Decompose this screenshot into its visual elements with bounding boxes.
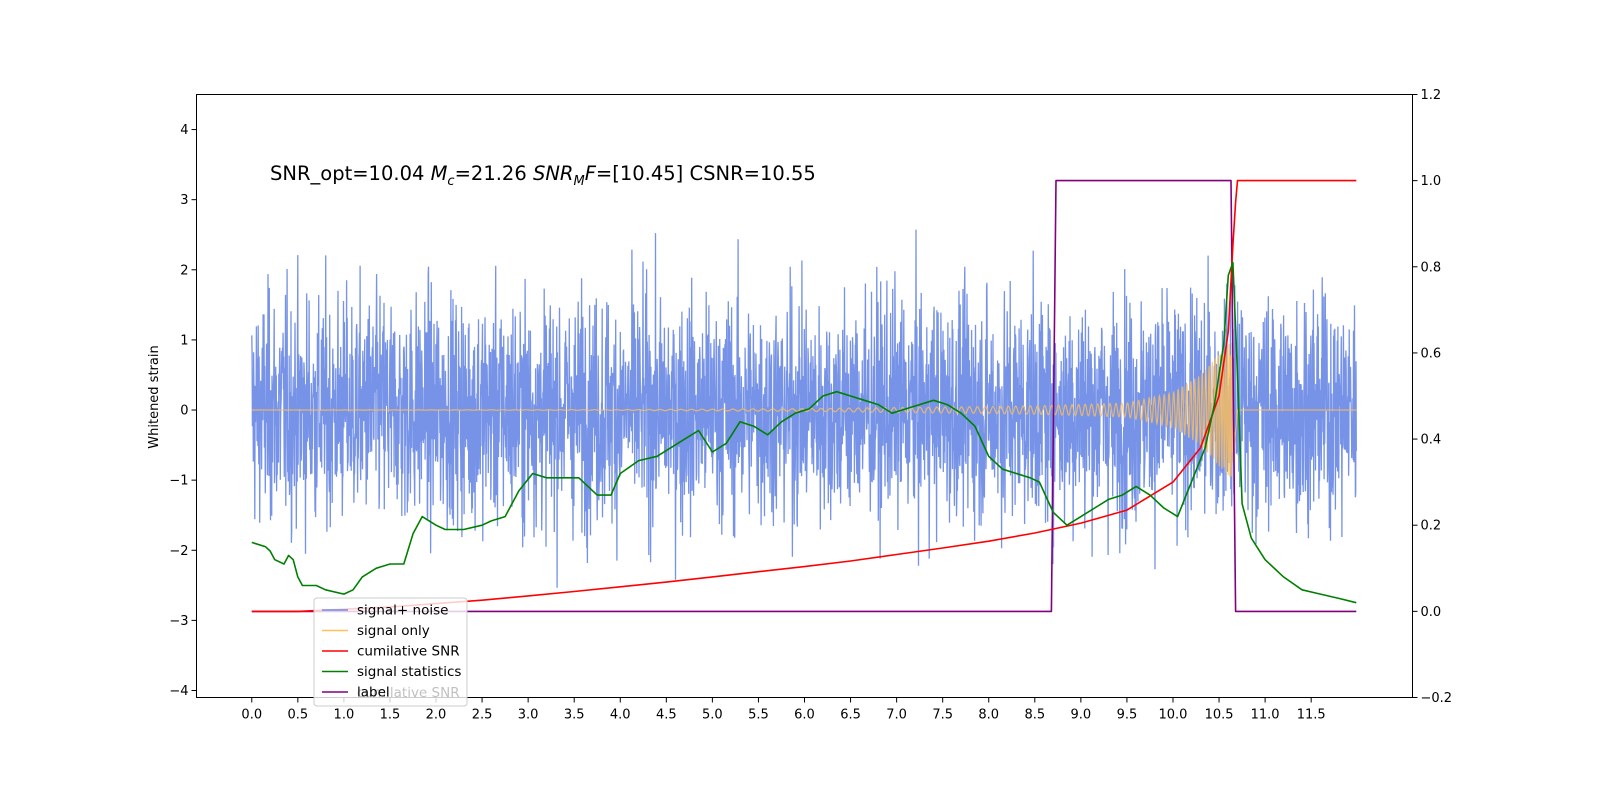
legend-label: label (357, 685, 390, 701)
x-tick-label: 11.0 (1251, 708, 1280, 723)
y-tick-label: −1 (169, 474, 188, 489)
x-tick-label: 3.5 (564, 708, 585, 723)
title-snrmf-value: =[10.45] CSNR=10.55 (596, 162, 816, 185)
title-snrmf-f: F (585, 162, 597, 185)
title-snrmf-symbol: SNR (533, 162, 574, 185)
y-axis-label: Whitened strain (147, 345, 162, 448)
x-tick-label: 6.0 (794, 708, 815, 723)
y2-tick-label: 0.6 (1421, 346, 1442, 361)
x-tick-label: 2.0 (426, 708, 447, 723)
title-mc-value: =21.26 (455, 162, 533, 185)
plot-area (196, 94, 1413, 698)
x-tick-label: 1.5 (380, 708, 401, 723)
legend-items: signal+ noise signal only cumilative SNR si… (322, 603, 461, 701)
y2-tick-label: 0.4 (1421, 433, 1442, 448)
series-cumulative-snr (251, 179, 1357, 613)
y-tick-label: −4 (169, 684, 188, 699)
y-tick-label: 3 (180, 193, 188, 208)
series-label (251, 179, 1357, 613)
y2-tick-label: 0.2 (1421, 519, 1442, 534)
x-tick-label: 4.0 (610, 708, 631, 723)
legend-label: cumilative SNR (357, 644, 460, 660)
title-snr-opt: SNR_opt=10.04 (270, 162, 431, 185)
x-tick-label: 0.0 (241, 708, 262, 723)
y2-tick-label: −0.2 (1421, 691, 1453, 706)
x-tick-label: 1.0 (334, 708, 355, 723)
legend-item: signal only (322, 623, 430, 639)
x-tick-label: 10.0 (1159, 708, 1188, 723)
series-layer (251, 179, 1357, 613)
series-signal-statistics (251, 261, 1357, 604)
x-tick-label: 9.0 (1071, 708, 1092, 723)
x-tick-label: 0.5 (287, 708, 308, 723)
y-axis-left: −4 −3 −2 −1 0 1 2 3 4 (169, 123, 197, 699)
y-tick-label: 2 (180, 263, 188, 278)
x-tick-label: 2.5 (472, 708, 493, 723)
legend: cumilative SNR signal+ noise signal only c… (313, 597, 468, 707)
x-tick-label: 10.5 (1205, 708, 1234, 723)
title-snrmf-sub: M (573, 174, 584, 189)
x-tick-label: 6.5 (840, 708, 861, 723)
x-tick-label: 3.0 (518, 708, 539, 723)
legend-item: label (322, 685, 390, 701)
x-tick-label: 11.5 (1297, 708, 1326, 723)
y-tick-label: 1 (180, 333, 188, 348)
legend-item: signal+ noise (322, 603, 448, 619)
y2-tick-label: 1.0 (1421, 174, 1442, 189)
legend-box (313, 597, 468, 707)
legend-item: signal statistics (322, 664, 461, 680)
x-tick-label: 7.0 (886, 708, 907, 723)
y-tick-label: −2 (169, 544, 188, 559)
legend-ghost-text: cumilative SNR (357, 685, 460, 701)
x-tick-label: 5.0 (702, 708, 723, 723)
title-mc-symbol: M (431, 162, 448, 185)
x-tick-label: 5.5 (748, 708, 769, 723)
chart-title: SNR_opt=10.04 Mc=21.26 SNRMF=[10.45] CSN… (270, 162, 816, 189)
series-signal-noise (251, 229, 1357, 588)
legend-label: signal+ noise (357, 603, 448, 619)
x-axis: 0.0 0.5 1.0 1.5 2.0 2.5 3.0 3.5 4.0 4.5 5.0 5.5 6.0 6… (241, 697, 1326, 723)
y2-tick-label: 1.2 (1421, 88, 1442, 103)
x-tick-label: 7.5 (932, 708, 953, 723)
y2-tick-label: 0.8 (1421, 260, 1442, 275)
x-tick-label: 9.5 (1117, 708, 1138, 723)
title-mc-sub: c (447, 174, 454, 189)
legend-label: signal statistics (357, 664, 461, 680)
x-tick-label: 8.5 (1024, 708, 1045, 723)
y2-tick-label: 0.0 (1421, 605, 1442, 620)
y-tick-label: −3 (169, 614, 188, 629)
x-tick-label: 4.5 (656, 708, 677, 723)
y-axis-right: −0.2 0.0 0.2 0.4 0.6 0.8 1.0 1.2 (1412, 88, 1453, 706)
legend-label: signal only (357, 623, 430, 639)
y-tick-label: 0 (180, 404, 188, 419)
legend-item: cumilative SNR (322, 644, 460, 660)
x-tick-label: 8.0 (978, 708, 999, 723)
y-tick-label: 4 (180, 123, 188, 138)
